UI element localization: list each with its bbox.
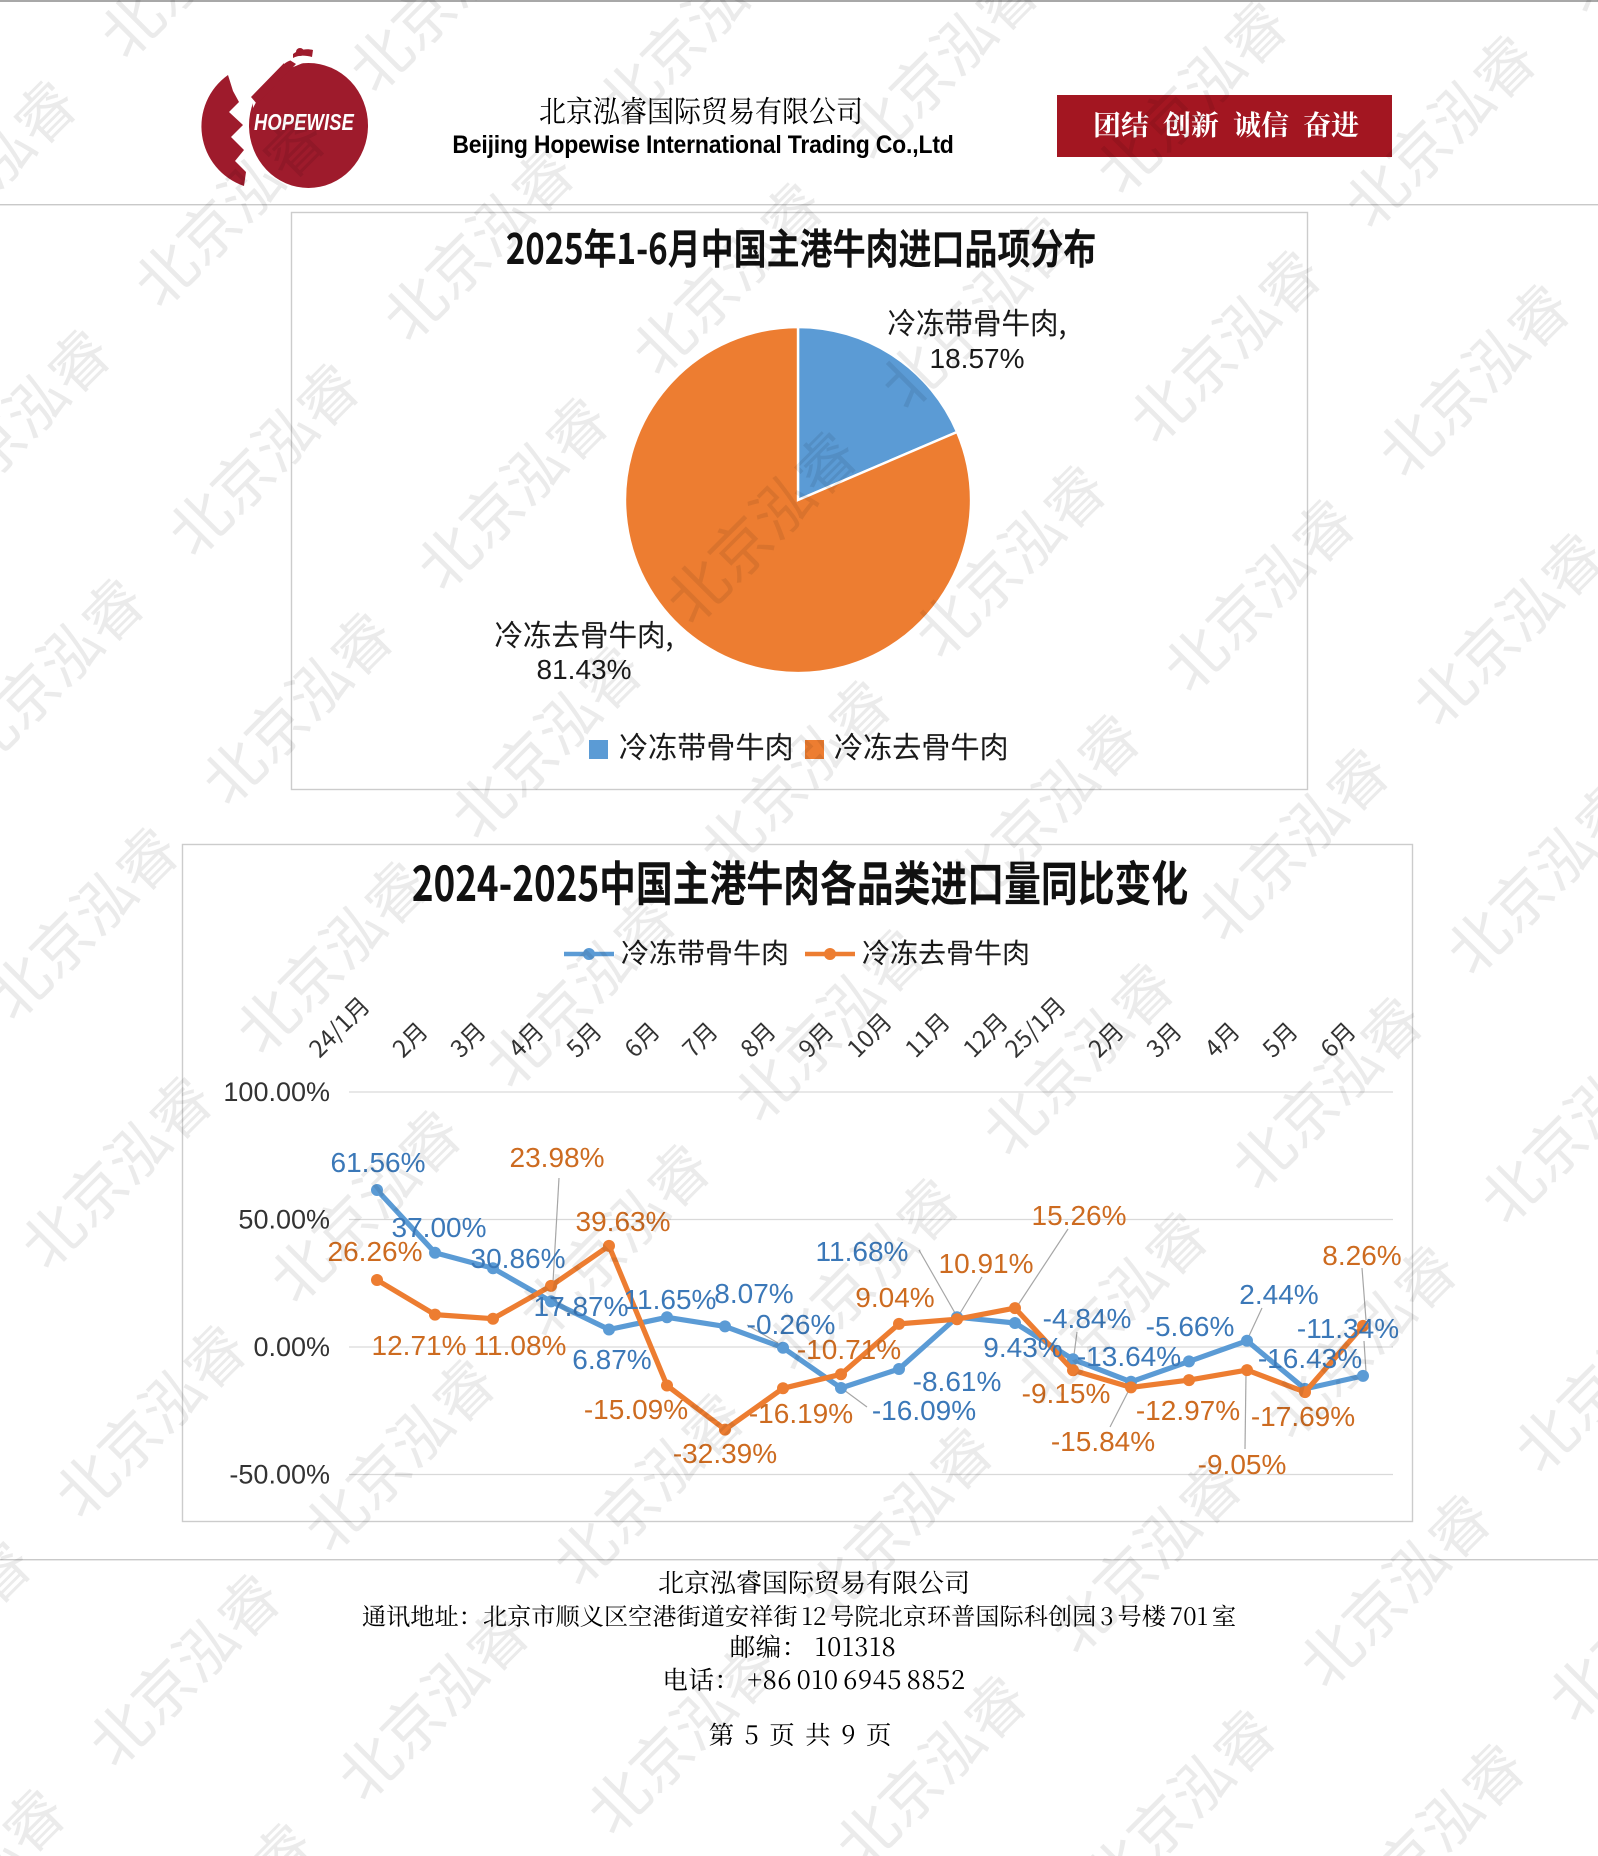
svg-text:-15.84%: -15.84% bbox=[1051, 1426, 1155, 1457]
svg-text:-13.64%: -13.64% bbox=[1077, 1341, 1181, 1372]
svg-text:0.00%: 0.00% bbox=[253, 1332, 330, 1362]
svg-text:12.71%: 12.71% bbox=[372, 1330, 467, 1361]
svg-text:15.26%: 15.26% bbox=[1032, 1200, 1127, 1231]
svg-text:23.98%: 23.98% bbox=[510, 1142, 605, 1173]
svg-text:11.08%: 11.08% bbox=[474, 1330, 567, 1361]
svg-text:-16.19%: -16.19% bbox=[749, 1398, 853, 1429]
svg-text:-8.61%: -8.61% bbox=[913, 1366, 1002, 1397]
svg-text:-9.15%: -9.15% bbox=[1022, 1378, 1111, 1409]
svg-text:37.00%: 37.00% bbox=[392, 1212, 487, 1243]
svg-text:-15.09%: -15.09% bbox=[584, 1394, 688, 1425]
svg-text:-10.71%: -10.71% bbox=[797, 1334, 901, 1365]
svg-text:9.43%: 9.43% bbox=[983, 1332, 1062, 1363]
svg-text:8.07%: 8.07% bbox=[714, 1278, 793, 1309]
svg-text:6.87%: 6.87% bbox=[572, 1344, 651, 1375]
svg-text:-17.69%: -17.69% bbox=[1251, 1401, 1355, 1432]
svg-text:-16.09%: -16.09% bbox=[872, 1395, 976, 1426]
svg-text:-50.00%: -50.00% bbox=[229, 1460, 330, 1490]
svg-text:-5.66%: -5.66% bbox=[1146, 1311, 1235, 1342]
svg-text:2.44%: 2.44% bbox=[1239, 1279, 1318, 1310]
svg-text:-0.26%: -0.26% bbox=[747, 1309, 836, 1340]
svg-text:-12.97%: -12.97% bbox=[1136, 1395, 1240, 1426]
svg-text:8.26%: 8.26% bbox=[1322, 1240, 1401, 1271]
svg-text:10.91%: 10.91% bbox=[939, 1248, 1034, 1279]
svg-text:100.00%: 100.00% bbox=[223, 1077, 330, 1107]
svg-text:30.86%: 30.86% bbox=[471, 1243, 566, 1274]
svg-text:9.04%: 9.04% bbox=[855, 1282, 934, 1313]
svg-text:11.65%: 11.65% bbox=[624, 1284, 717, 1315]
